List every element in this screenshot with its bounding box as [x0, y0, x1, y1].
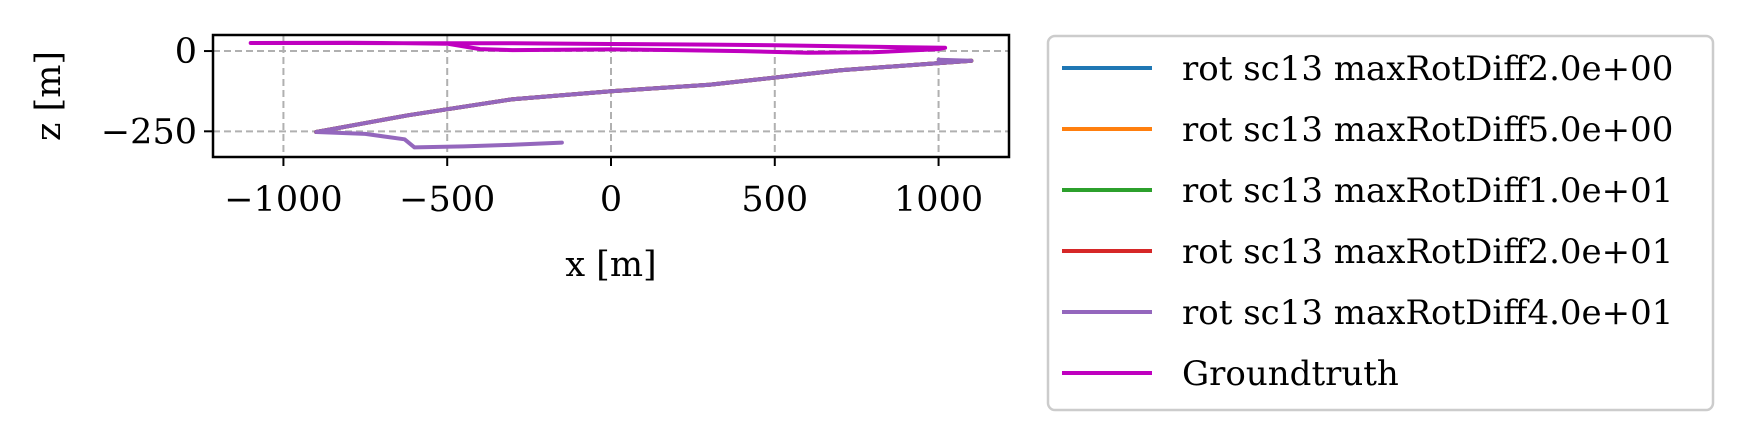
- legend-entries: rot sc13 maxRotDiff2.0e+00 rot sc13 maxRo…: [1062, 49, 1673, 394]
- y-axis-ticks: 0 −250: [101, 32, 213, 152]
- series-line-1: [314, 58, 974, 134]
- x-tick-label: −1000: [224, 180, 342, 220]
- legend: rot sc13 maxRotDiff2.0e+00 rot sc13 maxRo…: [1046, 34, 1715, 412]
- y-axis-label: z [m]: [29, 51, 69, 141]
- x-tick-label: 1000: [894, 180, 983, 220]
- series-line-2: [314, 58, 974, 134]
- legend-label: rot sc13 maxRotDiff1.0e+01: [1182, 171, 1673, 211]
- x-axis-ticks: −1000 −500 0 500 1000: [224, 157, 983, 220]
- x-tick-label: 0: [600, 180, 622, 220]
- series-line-4: [314, 58, 974, 134]
- x-tick-label: −500: [399, 180, 495, 220]
- y-tick-label: 0: [175, 32, 197, 72]
- x-axis-label: x [m]: [565, 245, 656, 285]
- legend-label: rot sc13 maxRotDiff5.0e+00: [1182, 110, 1673, 150]
- legend-label: Groundtruth: [1182, 354, 1399, 394]
- series-line-6: [248, 40, 948, 55]
- legend-frame: [1046, 34, 1715, 412]
- x-tick-label: 500: [741, 180, 808, 220]
- y-tick-label: −250: [101, 112, 197, 152]
- series-layer: [248, 40, 974, 150]
- series-line-5: [314, 57, 974, 150]
- series-line-3: [314, 58, 974, 134]
- legend-label: rot sc13 maxRotDiff2.0e+01: [1182, 232, 1673, 272]
- legend-label: rot sc13 maxRotDiff2.0e+00: [1182, 49, 1673, 89]
- legend-label: rot sc13 maxRotDiff4.0e+01: [1182, 293, 1673, 333]
